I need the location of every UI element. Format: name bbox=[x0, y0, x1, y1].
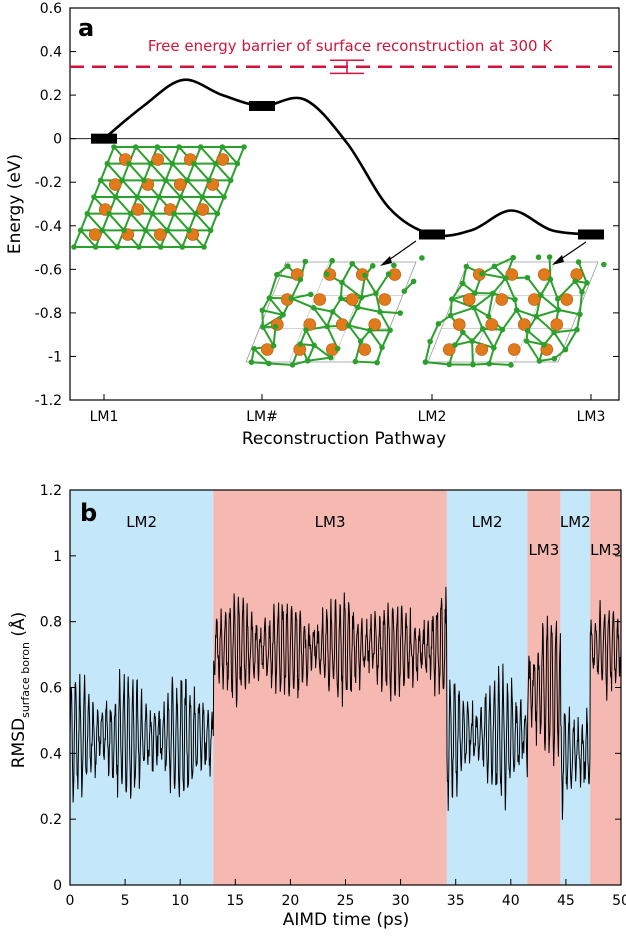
barrier-error-bar bbox=[330, 59, 364, 75]
LM3-structure bbox=[422, 254, 607, 368]
LM2-structure bbox=[245, 255, 425, 368]
y-tick-label: 0 bbox=[53, 132, 62, 148]
y-tick-label: 1 bbox=[53, 549, 62, 565]
region-label: LM3 bbox=[590, 541, 621, 559]
panel-a-y-label: Energy (eV) bbox=[5, 154, 25, 254]
region-label: LM2 bbox=[126, 513, 157, 531]
region-label: LM3 bbox=[315, 513, 346, 531]
x-tick-label: 0 bbox=[66, 893, 75, 909]
x-tick-label: 35 bbox=[447, 893, 465, 909]
minimum-marker-LM2 bbox=[419, 229, 445, 240]
panel-b-y-ticks: 0 0.2 0.4 0.6 0.8 1 1.2 bbox=[40, 483, 621, 894]
y-tick-label: 0.8 bbox=[40, 615, 62, 631]
LM1-structure bbox=[71, 144, 247, 250]
y-tick-label: 0.6 bbox=[40, 681, 62, 697]
arrow-to-LM3-structure bbox=[552, 241, 587, 265]
panel-b-x-ticks: 0 5 10 15 20 25 30 35 40 45 50 bbox=[66, 879, 626, 909]
panel-b-y-label: RMSDsurface boron (Å) bbox=[7, 612, 32, 769]
panel-b: b 0 0.2 0.4 0.6 0.8 1 1.2 0 5 10 15 20 25 30 35 40 45 50… bbox=[7, 483, 626, 930]
region-label: LM2 bbox=[472, 513, 503, 531]
x-tick-label: 30 bbox=[392, 893, 410, 909]
region-LM2-2 bbox=[446, 490, 528, 885]
y-tick-label: -0.4 bbox=[35, 219, 62, 235]
panel-a-x-label: Reconstruction Pathway bbox=[242, 429, 446, 449]
x-tick-label: LM3 bbox=[577, 409, 606, 425]
y-tick-label: -0.8 bbox=[35, 306, 62, 322]
state-regions bbox=[70, 490, 621, 885]
rmsd-series-line bbox=[69, 586, 622, 820]
x-tick-label: 45 bbox=[557, 893, 575, 909]
y-tick-label: 1.2 bbox=[40, 483, 62, 499]
panel-a-frame bbox=[69, 7, 620, 401]
y-tick-label: -1 bbox=[48, 349, 62, 365]
minimum-marker-LM3 bbox=[578, 229, 604, 240]
x-tick-label: LM# bbox=[246, 409, 278, 425]
x-tick-label: 5 bbox=[121, 893, 130, 909]
y-tick-label: -1.2 bbox=[35, 393, 62, 409]
y-tick-label: 0.2 bbox=[40, 88, 62, 104]
region-label: LM3 bbox=[528, 541, 559, 559]
y-tick-label: 0 bbox=[53, 878, 62, 894]
barrier-label: Free energy barrier of surface reconstru… bbox=[148, 37, 554, 55]
panel-b-x-label: AIMD time (ps) bbox=[283, 910, 410, 930]
region-label: LM2 bbox=[560, 513, 591, 531]
panel-a: a 0.60.40.20-0.2-0.4-0.6-0.8-1-1.2 LM1 LM… bbox=[5, 1, 620, 449]
minima-markers bbox=[91, 101, 604, 240]
arrow-to-LM2-structure bbox=[380, 240, 417, 266]
y-tick-label: 0.4 bbox=[40, 45, 62, 61]
region-LM3-1 bbox=[213, 490, 447, 885]
energy-path-line bbox=[103, 78, 592, 238]
region-LM2-4 bbox=[560, 490, 591, 885]
y-tick-label: 0.2 bbox=[40, 812, 62, 828]
x-tick-label: LM2 bbox=[418, 409, 447, 425]
x-tick-label: 50 bbox=[612, 893, 626, 909]
x-tick-label: 25 bbox=[337, 893, 355, 909]
minimum-marker-LM# bbox=[249, 101, 275, 111]
y-tick-label: -0.6 bbox=[35, 262, 62, 278]
y-tick-label: 0.6 bbox=[40, 1, 62, 17]
x-tick-label: 20 bbox=[281, 893, 299, 909]
y-tick-label: 0.4 bbox=[40, 746, 62, 762]
panel-a-label: a bbox=[78, 14, 94, 42]
x-tick-label: 15 bbox=[226, 893, 244, 909]
panel-a-x-ticks: LM1 LM# LM2 LM3 bbox=[90, 394, 606, 425]
panel-b-label: b bbox=[80, 499, 97, 527]
region-LM2-0 bbox=[70, 490, 214, 885]
x-tick-label: 10 bbox=[171, 893, 189, 909]
y-tick-label: -0.2 bbox=[35, 175, 62, 191]
x-tick-label: 40 bbox=[502, 893, 520, 909]
x-tick-label: LM1 bbox=[90, 409, 119, 425]
minimum-marker-LM1 bbox=[91, 133, 117, 144]
